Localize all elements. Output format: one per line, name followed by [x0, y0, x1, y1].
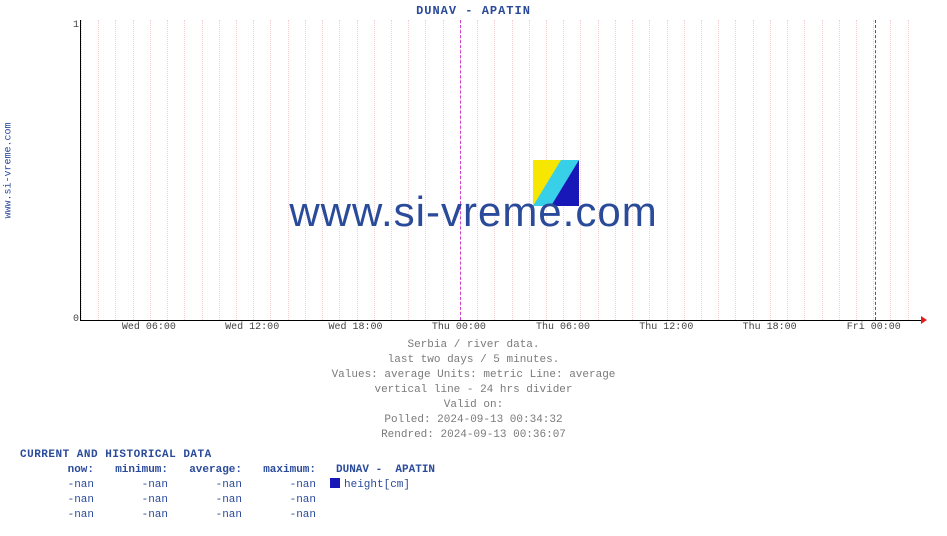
- data-cell: -nan: [242, 493, 316, 508]
- gridline-minor: [908, 20, 909, 320]
- gridline-minor: [787, 20, 788, 320]
- gridline-minor: [494, 20, 495, 320]
- ytick-label: 0: [19, 314, 79, 325]
- xtick-label: Thu 12:00: [639, 322, 693, 333]
- gridline-minor: [305, 20, 306, 320]
- legend-series-name: DUNAV - APATIN: [336, 463, 435, 478]
- gridline-minor: [598, 20, 599, 320]
- data-cell: -nan: [242, 508, 316, 523]
- data-table-title: CURRENT AND HISTORICAL DATA: [20, 448, 435, 463]
- data-table-header-row: now:minimum:average:maximum: DUNAV - APAT…: [20, 463, 435, 478]
- table-row: -nan-nan-nan-nan: [20, 508, 435, 523]
- gridline-minor: [322, 20, 323, 320]
- xtick-label: Wed 06:00: [122, 322, 176, 333]
- gridline-minor: [684, 20, 685, 320]
- ytick-label: 1: [19, 20, 79, 31]
- gridline-minor: [667, 20, 668, 320]
- gridline-minor: [357, 20, 358, 320]
- meta-line-divider: vertical line - 24 hrs divider: [0, 383, 947, 398]
- gridline-minor: [839, 20, 840, 320]
- watermark-text: www.si-vreme.com: [0, 188, 947, 236]
- gridline-minor: [219, 20, 220, 320]
- gridline-minor: [632, 20, 633, 320]
- xtick-label: Thu 18:00: [743, 322, 797, 333]
- gridline-minor: [718, 20, 719, 320]
- gridline-minor: [167, 20, 168, 320]
- data-cell: -nan: [168, 493, 242, 508]
- gridline-minor: [81, 20, 82, 320]
- meta-line-valid: Valid on:: [0, 398, 947, 413]
- legend-metric: height[cm]: [344, 478, 410, 493]
- data-cell: -nan: [168, 508, 242, 523]
- data-col-header: maximum:: [242, 463, 316, 478]
- legend-color-swatch: [330, 478, 340, 488]
- chart-plot-area: [80, 20, 921, 321]
- data-cell: -nan: [94, 478, 168, 493]
- data-cell: -nan: [20, 493, 94, 508]
- end-marker-line: [875, 20, 876, 320]
- gridline-minor: [856, 20, 857, 320]
- chart-metadata: Serbia / river data. last two days / 5 m…: [0, 338, 947, 443]
- gridline-minor: [270, 20, 271, 320]
- table-row: -nan-nan-nan-nan: [20, 493, 435, 508]
- data-cell: -nan: [20, 508, 94, 523]
- gridline-minor: [288, 20, 289, 320]
- data-cell: -nan: [242, 478, 316, 493]
- table-row: -nan-nan-nan-nanheight[cm]: [20, 478, 435, 493]
- xtick-label: Thu 06:00: [536, 322, 590, 333]
- data-table: CURRENT AND HISTORICAL DATA now:minimum:…: [20, 448, 435, 523]
- gridline-minor: [339, 20, 340, 320]
- gridline-minor: [804, 20, 805, 320]
- data-cell: -nan: [168, 478, 242, 493]
- gridline-minor: [425, 20, 426, 320]
- data-col-header: minimum:: [94, 463, 168, 478]
- meta-line-source: Serbia / river data.: [0, 338, 947, 353]
- gridline-minor: [202, 20, 203, 320]
- gridline-minor: [253, 20, 254, 320]
- chart-title: DUNAV - APATIN: [0, 4, 947, 18]
- gridline-minor: [115, 20, 116, 320]
- meta-line-range: last two days / 5 minutes.: [0, 353, 947, 368]
- divider-24h-line: [460, 20, 461, 320]
- xtick-label: Fri 00:00: [847, 322, 901, 333]
- gridline-minor: [735, 20, 736, 320]
- gridline-minor: [580, 20, 581, 320]
- gridline-minor: [408, 20, 409, 320]
- data-cell: -nan: [20, 478, 94, 493]
- gridline-minor: [701, 20, 702, 320]
- gridline-minor: [477, 20, 478, 320]
- data-cell: -nan: [94, 493, 168, 508]
- data-cell: -nan: [94, 508, 168, 523]
- gridline-minor: [753, 20, 754, 320]
- gridline-minor: [374, 20, 375, 320]
- gridline-minor: [890, 20, 891, 320]
- gridline-minor: [529, 20, 530, 320]
- xtick-label: Thu 00:00: [432, 322, 486, 333]
- xtick-label: Wed 12:00: [225, 322, 279, 333]
- meta-line-rendered: Rendred: 2024-09-13 00:36:07: [0, 428, 947, 443]
- gridline-minor: [98, 20, 99, 320]
- gridline-minor: [822, 20, 823, 320]
- xaxis-arrow-icon: [921, 316, 927, 324]
- meta-line-polled: Polled: 2024-09-13 00:34:32: [0, 413, 947, 428]
- yaxis-label-container: www.si-vreme.com: [2, 0, 16, 340]
- gridline-minor: [443, 20, 444, 320]
- gridline-minor: [236, 20, 237, 320]
- gridline-minor: [184, 20, 185, 320]
- gridline-minor: [770, 20, 771, 320]
- xtick-label: Wed 18:00: [329, 322, 383, 333]
- data-col-header: average:: [168, 463, 242, 478]
- meta-line-values: Values: average Units: metric Line: aver…: [0, 368, 947, 383]
- gridline-minor: [615, 20, 616, 320]
- gridline-minor: [391, 20, 392, 320]
- gridline-minor: [150, 20, 151, 320]
- data-col-header: now:: [20, 463, 94, 478]
- gridline-minor: [649, 20, 650, 320]
- gridline-minor: [512, 20, 513, 320]
- gridline-minor: [133, 20, 134, 320]
